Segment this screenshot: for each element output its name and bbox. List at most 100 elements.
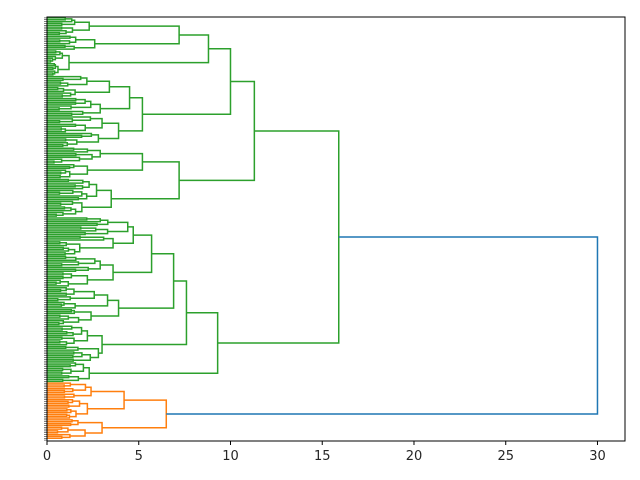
dendrogram-link (47, 86, 59, 91)
dendrogram-link (47, 419, 73, 423)
dendrogram-link (47, 112, 73, 116)
dendrogram-link (61, 27, 74, 33)
dendrogram-link (47, 281, 57, 285)
dendrogram-link (47, 345, 67, 350)
dendrogram-link (47, 331, 68, 335)
dendrogram-link (47, 272, 64, 276)
dendrogram-link (62, 208, 77, 215)
dendrogram-link (74, 38, 96, 49)
dendrogram-link (47, 227, 97, 232)
x-tick-label: 0 (43, 449, 51, 464)
dendrogram-link (72, 202, 83, 213)
dendrogram-link (47, 346, 79, 351)
dendrogram-link (86, 183, 98, 198)
dendrogram-link (47, 39, 61, 43)
dendrogram-link (47, 354, 74, 359)
dendrogram-link (47, 184, 76, 188)
dendrogram-link (47, 26, 63, 30)
dendrogram-link (47, 231, 86, 236)
x-tick-label: 30 (589, 449, 606, 464)
dendrogram-link (63, 89, 76, 96)
dendrogram-link (47, 179, 84, 184)
dendrogram-link (71, 326, 83, 335)
dendrogram-link (47, 297, 59, 302)
dendrogram-link (47, 40, 71, 45)
dendrogram-link (47, 261, 80, 266)
dendrogram-link (47, 110, 84, 116)
dendrogram-link (47, 50, 57, 54)
dendrogram-link (47, 404, 70, 408)
dendrogram-link (75, 258, 96, 265)
dendrogram-link (77, 421, 103, 434)
dendrogram-link (47, 213, 57, 217)
dendrogram-link (217, 130, 340, 344)
dendrogram-link (57, 427, 69, 433)
x-tick-label: 5 (135, 449, 143, 464)
dendrogram-link (47, 242, 68, 247)
dendrogram-link (47, 119, 61, 124)
dendrogram-link (47, 235, 81, 239)
dendrogram-link (47, 44, 66, 49)
dendrogram-link (47, 367, 64, 372)
dendrogram-link (75, 294, 109, 307)
dendrogram-link (47, 226, 82, 230)
dendrogram-link (65, 139, 78, 145)
dendrogram-link (47, 57, 54, 62)
dendrogram-link (47, 128, 67, 133)
dendrogram-link (82, 180, 90, 188)
dendrogram-link (47, 202, 62, 206)
dendrogram-link (91, 299, 120, 317)
dendrogram-link (89, 25, 180, 45)
dendrogram-link (81, 189, 112, 208)
dendrogram-link (47, 384, 65, 388)
dendrogram-link (47, 218, 102, 223)
dendrogram-link (47, 127, 63, 131)
dendrogram-link (47, 389, 66, 394)
dendrogram-link (47, 408, 68, 412)
x-tick-label: 10 (222, 449, 239, 464)
dendrogram-link (70, 290, 95, 300)
dendrogram-link (72, 352, 83, 358)
dendrogram-link (71, 100, 92, 109)
dendrogram-link (73, 353, 92, 361)
dendrogram-root-link (166, 236, 599, 415)
dendrogram-link (47, 66, 54, 71)
dendrogram-link (75, 80, 111, 94)
dendrogram-link (47, 336, 63, 340)
dendrogram-link (100, 85, 131, 110)
dendrogram-link (47, 200, 74, 205)
dendrogram-link (47, 382, 72, 387)
dendrogram-link (47, 17, 66, 21)
dendrogram-link (75, 98, 86, 105)
dendrogram-link (47, 107, 60, 111)
dendrogram-link (62, 273, 73, 279)
dendrogram-link (47, 358, 74, 362)
dendrogram-link (102, 399, 168, 429)
dendrogram-link (61, 368, 72, 374)
dendrogram-link (47, 178, 70, 183)
dendrogram-link (47, 303, 63, 307)
dendrogram-link (47, 94, 64, 98)
dendrogram-link (47, 395, 66, 399)
dendrogram-link (47, 217, 88, 221)
dendrogram-link (47, 255, 67, 260)
dendrogram-link (73, 386, 92, 397)
dendrogram-link (87, 264, 114, 281)
dendrogram-link (47, 197, 80, 201)
dendrogram-link (118, 96, 144, 132)
dendrogram-link (66, 243, 81, 253)
dendrogram-link (85, 228, 109, 235)
dendrogram-link (54, 65, 59, 74)
dendrogram-link (47, 241, 61, 245)
dendrogram-link (113, 226, 134, 245)
dendrogram-link (47, 422, 72, 427)
dendrogram-link (47, 81, 62, 85)
dendrogram-link (78, 193, 88, 200)
dendrogram-link (87, 390, 125, 410)
dendrogram-link (118, 253, 175, 309)
dendrogram-link (47, 191, 61, 195)
dendrogram-link (47, 430, 59, 434)
dendrogram-link (47, 378, 64, 383)
dendrogram-link (47, 263, 63, 267)
dendrogram-link (87, 335, 103, 354)
